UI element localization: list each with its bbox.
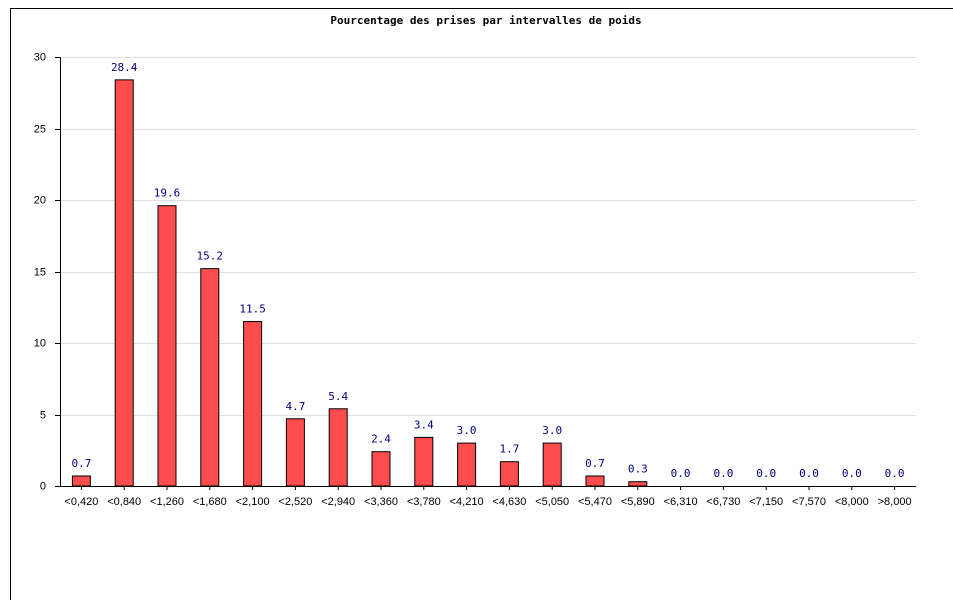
y-tick-label: 5 xyxy=(40,409,46,421)
y-tick-label: 30 xyxy=(34,51,46,63)
value-label: 0.0 xyxy=(799,467,819,480)
bar xyxy=(328,408,348,487)
x-tick-label: <3,780 xyxy=(407,496,441,508)
x-tick-label: <2,520 xyxy=(278,496,312,508)
value-label: 0.7 xyxy=(71,457,91,470)
x-tick-label: <5,890 xyxy=(621,496,655,508)
x-tick-label: <4,210 xyxy=(450,496,484,508)
bar xyxy=(285,418,305,487)
x-tick-label: <0,420 xyxy=(64,496,98,508)
x-tick-label: <4,630 xyxy=(492,496,526,508)
x-tick-label: <0,840 xyxy=(107,496,141,508)
x-tick-label: <1,260 xyxy=(150,496,184,508)
x-tick-label: <6,730 xyxy=(706,496,740,508)
bar xyxy=(457,442,477,487)
value-label: 19.6 xyxy=(154,187,181,200)
value-label: 1.7 xyxy=(499,443,519,456)
y-tick-label: 20 xyxy=(34,194,46,206)
bar xyxy=(585,475,605,487)
value-label: 3.0 xyxy=(457,424,477,437)
y-tick-label: 10 xyxy=(34,337,46,349)
x-tick-label: <2,100 xyxy=(236,496,270,508)
bar xyxy=(157,205,177,487)
value-label: 3.0 xyxy=(542,424,562,437)
value-label: 28.4 xyxy=(111,61,138,74)
x-tick-label: <2,940 xyxy=(321,496,355,508)
bar xyxy=(114,79,134,487)
value-label: 0.0 xyxy=(671,467,691,480)
x-tick-label: <1,680 xyxy=(193,496,227,508)
x-tick-label: <7,570 xyxy=(792,496,826,508)
value-label: 3.4 xyxy=(414,418,434,431)
bar xyxy=(499,461,519,487)
value-label: 0.7 xyxy=(585,457,605,470)
value-label: 0.0 xyxy=(756,467,776,480)
value-label: 0.0 xyxy=(713,467,733,480)
bar xyxy=(200,268,220,487)
value-label: 0.0 xyxy=(842,467,862,480)
x-tick-label: <5,470 xyxy=(578,496,612,508)
x-tick-label: >8,000 xyxy=(878,496,912,508)
y-tick-label: 25 xyxy=(34,123,46,135)
x-tick-label: <7,150 xyxy=(749,496,783,508)
value-label: 0.3 xyxy=(628,463,648,476)
value-label: 15.2 xyxy=(197,250,224,263)
y-tick-label: 0 xyxy=(40,480,46,492)
value-label: 2.4 xyxy=(371,433,391,446)
bar xyxy=(371,451,391,487)
value-label: 5.4 xyxy=(328,390,348,403)
bar xyxy=(71,475,91,487)
x-tick-label: <6,310 xyxy=(664,496,698,508)
bar xyxy=(628,481,648,487)
x-tick-label: <3,360 xyxy=(364,496,398,508)
chart-title: Pourcentage des prises par intervalles d… xyxy=(330,14,641,27)
bar xyxy=(414,436,434,487)
bar xyxy=(243,321,263,487)
x-tick-label: <8,000 xyxy=(835,496,869,508)
x-tick-label: <5,050 xyxy=(535,496,569,508)
value-label: 4.7 xyxy=(285,400,305,413)
bar xyxy=(542,442,562,487)
frame xyxy=(10,8,953,600)
value-label: 0.0 xyxy=(885,467,905,480)
y-tick-label: 15 xyxy=(34,266,46,278)
value-label: 11.5 xyxy=(239,303,266,316)
